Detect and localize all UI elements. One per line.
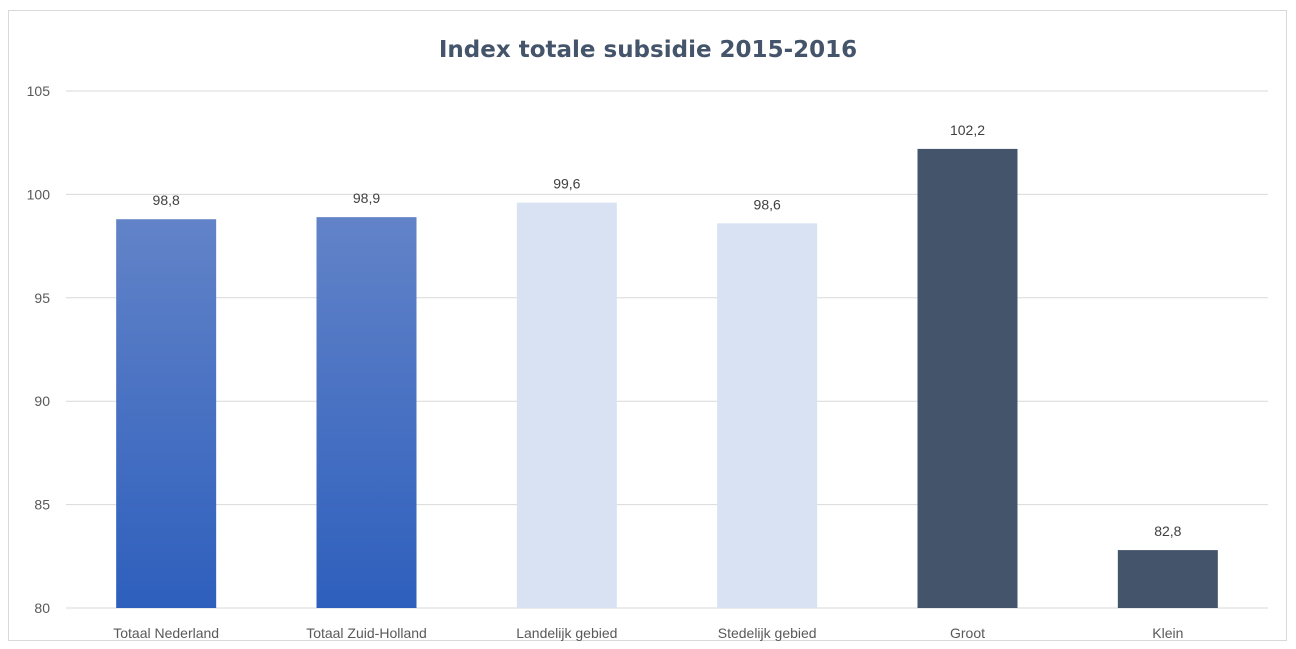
y-axis-ticks: 80 85 90 95 100 105	[27, 83, 51, 616]
chart-title: Index totale subsidie 2015-2016	[439, 37, 857, 63]
bar	[1117, 550, 1218, 608]
bar	[316, 217, 417, 608]
data-label: 99,6	[553, 176, 580, 192]
bar	[116, 219, 217, 608]
x-category-label: Landelijk gebied	[516, 625, 617, 641]
data-label: 98,6	[754, 196, 781, 212]
data-label: 102,2	[950, 122, 985, 138]
x-category-label: Klein	[1152, 625, 1183, 641]
y-tick-label: 80	[34, 600, 50, 616]
data-label: 98,9	[353, 190, 380, 206]
bar	[516, 202, 617, 608]
y-tick-label: 100	[27, 186, 51, 202]
x-category-label: Totaal Nederland	[113, 625, 219, 641]
x-axis-categories: Totaal Nederland Totaal Zuid-Holland Lande…	[113, 625, 1183, 641]
y-tick-label: 85	[34, 497, 50, 513]
data-label: 98,8	[153, 192, 180, 208]
y-tick-label: 95	[34, 290, 50, 306]
y-tick-label: 90	[34, 393, 50, 409]
x-category-label: Stedelijk gebied	[718, 625, 817, 641]
bar	[917, 148, 1018, 609]
gridlines	[66, 90, 1268, 609]
bars	[116, 148, 1218, 609]
x-category-label: Groot	[950, 625, 985, 641]
data-label: 82,8	[1154, 523, 1181, 539]
data-labels: 98,8 98,9 99,6 98,6 102,2 82,8	[153, 122, 1182, 539]
bar	[717, 223, 818, 609]
x-category-label: Totaal Zuid-Holland	[306, 625, 427, 641]
y-tick-label: 105	[27, 83, 51, 99]
chart-frame	[8, 10, 1287, 641]
